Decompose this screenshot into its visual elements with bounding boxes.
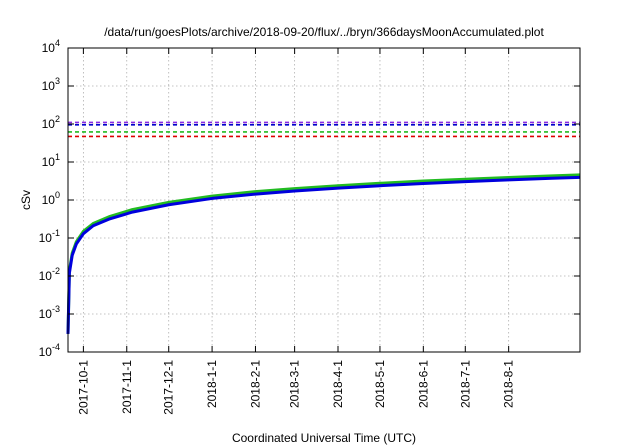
y-tick-label: 10-2 [39, 266, 60, 283]
grid-lines [68, 48, 580, 352]
y-tick-exponent: 3 [55, 76, 60, 86]
y-tick-label: 10-4 [39, 342, 60, 359]
series-lines [66, 173, 581, 334]
y-tick-base: 10 [42, 41, 56, 55]
y-tick-exponent: 0 [55, 190, 60, 200]
y-tick-exponent: 2 [55, 114, 60, 124]
y-tick-label: 10-3 [39, 304, 60, 321]
y-tick-label: 103 [42, 76, 60, 93]
x-tick-label: 2018-6-1 [416, 360, 430, 408]
y-tick-base: 10 [42, 193, 56, 207]
x-axis-ticks: 2017-10-1 2017-11-1 2017-12-1 2018-1-1 2018-… [76, 48, 516, 415]
y-tick-exponent: 4 [55, 38, 60, 48]
y-tick-label: 102 [42, 114, 60, 131]
y-tick-base: 10 [39, 345, 53, 359]
x-tick-label: 2017-12-1 [162, 360, 176, 415]
y-tick-exponent: -1 [52, 228, 60, 238]
x-axis-label: Coordinated Universal Time (UTC) [232, 431, 416, 445]
x-tick-label: 2018-2-1 [248, 360, 262, 408]
series-line [66, 175, 581, 334]
y-tick-exponent: 1 [55, 152, 60, 162]
y-tick-label: 104 [42, 38, 60, 55]
x-tick-label: 2018-4-1 [331, 360, 345, 408]
y-tick-base: 10 [39, 269, 53, 283]
y-tick-base: 10 [42, 79, 56, 93]
y-tick-label: 10-1 [39, 228, 60, 245]
y-tick-label: 101 [42, 152, 60, 169]
y-tick-base: 10 [39, 231, 53, 245]
y-tick-label: 100 [42, 190, 60, 207]
chart-title: /data/run/goesPlots/archive/2018-09-20/f… [104, 25, 544, 39]
x-tick-label: 2018-1-1 [205, 360, 219, 408]
y-tick-base: 10 [42, 155, 56, 169]
x-tick-label: 2018-8-1 [502, 360, 516, 408]
series-line [66, 173, 581, 334]
y-tick-exponent: -4 [52, 342, 60, 352]
x-tick-label: 2018-5-1 [373, 360, 387, 408]
y-axis-label: cSv [19, 190, 33, 210]
y-tick-exponent: -3 [52, 304, 60, 314]
x-tick-label: 2018-3-1 [288, 360, 302, 408]
reference-lines [68, 121, 580, 138]
x-tick-label: 2018-7-1 [458, 360, 472, 408]
y-tick-base: 10 [42, 117, 56, 131]
y-tick-base: 10 [39, 307, 53, 321]
y-tick-exponent: -2 [52, 266, 60, 276]
x-tick-label: 2017-10-1 [76, 360, 90, 415]
x-tick-label: 2017-11-1 [120, 360, 134, 414]
